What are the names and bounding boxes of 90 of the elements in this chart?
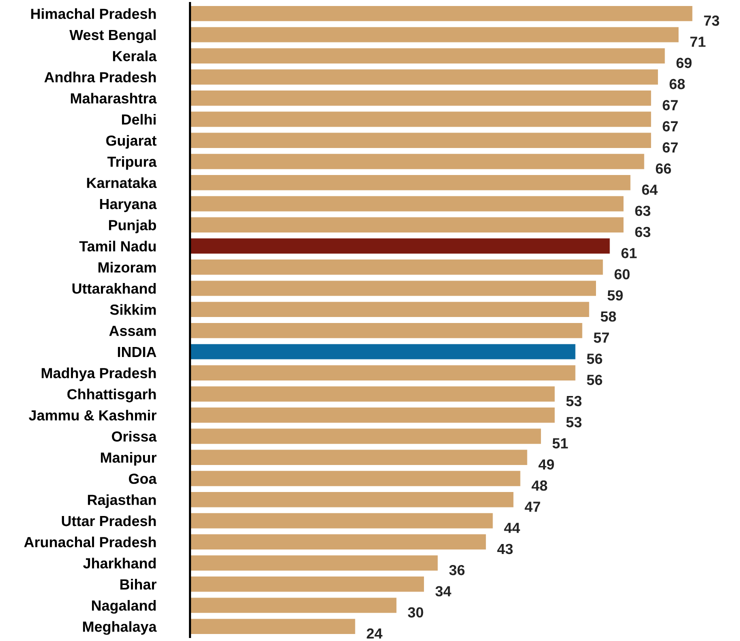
bar bbox=[190, 470, 520, 486]
y-tick-label: Himachal Pradesh bbox=[31, 8, 156, 19]
y-tick-label: Chhattisgarh bbox=[67, 388, 156, 402]
bar bbox=[190, 386, 555, 402]
data-label: 53 bbox=[566, 417, 582, 428]
y-tick-label: Uttar Pradesh bbox=[62, 515, 156, 526]
data-label: 67 bbox=[662, 121, 678, 132]
bar bbox=[190, 175, 630, 190]
data-label: 44 bbox=[504, 522, 520, 533]
y-tick-label: Sikkim bbox=[110, 304, 156, 315]
y-tick-label: Nagaland bbox=[92, 600, 156, 614]
y-tick-label: Gujarat bbox=[106, 135, 156, 149]
y-tick-label: Meghalaya bbox=[83, 621, 157, 635]
bar bbox=[190, 428, 541, 444]
data-label: 24 bbox=[366, 628, 382, 639]
bar bbox=[190, 238, 610, 254]
data-label: 49 bbox=[538, 459, 554, 470]
bar bbox=[190, 492, 514, 508]
data-label: 59 bbox=[608, 290, 623, 301]
data-label: 61 bbox=[621, 248, 637, 258]
bar bbox=[190, 27, 679, 42]
data-label: 48 bbox=[532, 480, 548, 491]
bar bbox=[190, 112, 652, 127]
bar bbox=[190, 90, 652, 106]
y-tick-label: Arunachal Pradesh bbox=[24, 536, 156, 548]
data-label: 30 bbox=[408, 607, 424, 618]
y-tick-label: Bihar bbox=[120, 578, 156, 590]
data-label: 56 bbox=[586, 354, 602, 364]
y-tick-label: INDIA bbox=[118, 346, 156, 357]
bar bbox=[190, 196, 624, 212]
y-tick-label: Manipur bbox=[100, 452, 156, 466]
y-tick-label: Madhya Pradesh bbox=[42, 368, 156, 382]
y-tick-label: Tripura bbox=[107, 156, 157, 170]
y-tick-label: Haryana bbox=[100, 199, 157, 212]
data-label: 69 bbox=[676, 58, 692, 68]
data-label: 56 bbox=[586, 374, 602, 386]
data-label: 68 bbox=[670, 78, 685, 90]
y-tick-label: Andhra Pradesh bbox=[44, 72, 156, 82]
y-tick-label: Maharashtra bbox=[70, 92, 157, 104]
data-label: 53 bbox=[566, 396, 582, 406]
y-tick-label: Goa bbox=[128, 474, 157, 484]
data-label: 36 bbox=[449, 564, 465, 576]
bar bbox=[190, 407, 555, 423]
bar bbox=[190, 6, 692, 22]
data-label: 67 bbox=[662, 142, 678, 153]
bar bbox=[190, 555, 438, 571]
data-label: 47 bbox=[524, 502, 540, 512]
data-label: 57 bbox=[594, 332, 609, 343]
y-tick-label: Orissa bbox=[112, 430, 157, 442]
y-tick-label: Karnataka bbox=[87, 177, 157, 188]
data-label: 51 bbox=[552, 438, 568, 448]
bar bbox=[190, 217, 624, 233]
bar bbox=[190, 260, 603, 275]
bar bbox=[190, 450, 528, 465]
bar bbox=[190, 302, 590, 318]
bar bbox=[190, 598, 396, 613]
bar bbox=[190, 280, 596, 296]
bar bbox=[190, 322, 582, 338]
bar bbox=[190, 154, 644, 170]
bar bbox=[190, 618, 356, 634]
y-tick-label: Jammu & Kashmir bbox=[28, 410, 156, 421]
data-label: 73 bbox=[704, 15, 720, 26]
y-tick-label: West Bengal bbox=[69, 29, 156, 44]
bar bbox=[190, 513, 493, 528]
bar bbox=[190, 576, 424, 592]
data-label: 66 bbox=[656, 163, 671, 174]
data-label: 63 bbox=[635, 226, 650, 238]
data-label: 71 bbox=[690, 36, 706, 47]
y-tick-label: Assam bbox=[109, 326, 156, 336]
y-tick-label: Rajasthan bbox=[88, 494, 156, 508]
y-tick-label: Tamil Nadu bbox=[79, 240, 156, 252]
bar bbox=[190, 344, 576, 360]
data-label: 34 bbox=[435, 586, 452, 596]
data-label: 43 bbox=[497, 544, 513, 554]
bar bbox=[190, 534, 486, 550]
bar bbox=[190, 132, 652, 148]
bar bbox=[190, 48, 665, 64]
data-label: 63 bbox=[635, 206, 650, 216]
y-tick-label: Kerala bbox=[113, 50, 157, 62]
bar bbox=[190, 69, 658, 85]
data-label: 64 bbox=[642, 184, 658, 195]
y-tick-label: Uttarakhand bbox=[72, 283, 156, 294]
data-label: 60 bbox=[614, 269, 630, 280]
y-tick-label: Delhi bbox=[122, 114, 156, 125]
y-tick-label: Punjab bbox=[109, 220, 156, 234]
bar bbox=[190, 365, 576, 380]
y-tick-label: Jharkhand bbox=[83, 558, 156, 568]
y-tick-label: Mizoram bbox=[98, 262, 156, 273]
data-label: 67 bbox=[662, 100, 678, 110]
data-label: 58 bbox=[600, 311, 616, 322]
